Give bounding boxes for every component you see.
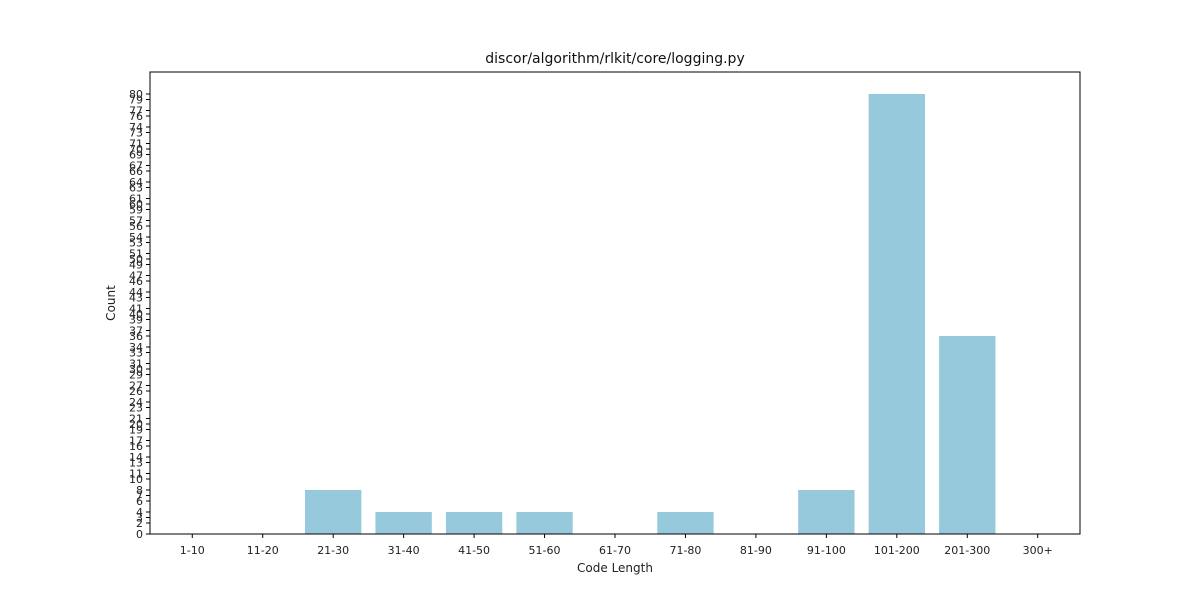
y-tick-label: 20 <box>129 418 143 431</box>
y-tick-label: 63 <box>129 182 143 195</box>
y-tick-label: 0 <box>136 528 143 541</box>
y-tick-label: 16 <box>129 440 143 453</box>
y-tick-label: 56 <box>129 220 143 233</box>
y-tick-label: 71 <box>129 138 143 151</box>
y-axis-ticks: 0234678101113141617192021232426272930313… <box>129 88 150 541</box>
x-tick-label: 1-10 <box>180 544 205 557</box>
y-tick-label: 8 <box>136 484 143 497</box>
y-tick-label: 34 <box>129 341 143 354</box>
y-tick-label: 43 <box>129 292 143 305</box>
y-tick-label: 7 <box>136 490 143 503</box>
y-tick-label: 46 <box>129 275 143 288</box>
y-tick-label: 2 <box>136 517 143 530</box>
y-tick-label: 69 <box>129 149 143 162</box>
y-tick-label: 51 <box>129 248 143 261</box>
y-tick-label: 44 <box>129 286 143 299</box>
y-tick-label: 53 <box>129 237 143 250</box>
bar-51-60 <box>516 512 573 534</box>
x-tick-label: 81-90 <box>740 544 772 557</box>
y-tick-label: 79 <box>129 94 143 107</box>
y-tick-label: 23 <box>129 402 143 415</box>
y-tick-label: 3 <box>136 512 143 525</box>
y-tick-label: 70 <box>129 143 143 156</box>
y-tick-label: 10 <box>129 473 143 486</box>
y-tick-label: 54 <box>129 231 143 244</box>
y-tick-label: 29 <box>129 369 143 382</box>
y-tick-label: 21 <box>129 413 143 426</box>
x-tick-label: 31-40 <box>388 544 420 557</box>
bar-91-100 <box>798 490 855 534</box>
y-tick-label: 36 <box>129 330 143 343</box>
x-axis-ticks: 1-10 11-20 21-30 31-40 41-50 51-60 61-70 71-80 8… <box>180 534 1053 557</box>
y-tick-label: 74 <box>129 121 143 134</box>
y-tick-label: 60 <box>129 198 143 211</box>
x-axis-title: Code Length <box>577 561 653 575</box>
y-tick-label: 67 <box>129 160 143 173</box>
x-tick-label: 300+ <box>1023 544 1053 557</box>
y-tick-label: 39 <box>129 314 143 327</box>
y-axis-title: Count <box>104 285 118 321</box>
y-tick-label: 27 <box>129 380 143 393</box>
x-tick-label: 61-70 <box>599 544 631 557</box>
y-tick-label: 61 <box>129 193 143 206</box>
y-tick-label: 59 <box>129 204 143 217</box>
bar-41-50 <box>445 512 503 534</box>
x-tick-label: 21-30 <box>317 544 349 557</box>
y-tick-label: 13 <box>129 457 143 470</box>
y-tick-label: 24 <box>129 396 143 409</box>
y-tick-label: 37 <box>129 325 143 338</box>
x-tick-label: 91-100 <box>807 544 846 557</box>
y-tick-label: 14 <box>129 451 143 464</box>
bar-101-200 <box>868 94 925 534</box>
y-tick-label: 49 <box>129 259 143 272</box>
y-tick-label: 41 <box>129 303 143 316</box>
y-tick-label: 57 <box>129 215 143 228</box>
y-tick-label: 47 <box>129 270 143 283</box>
y-tick-label: 76 <box>129 110 143 123</box>
y-tick-label: 31 <box>129 358 143 371</box>
bar-31-40 <box>375 512 432 534</box>
x-tick-label: 51-60 <box>529 544 561 557</box>
x-tick-label: 41-50 <box>458 544 490 557</box>
x-tick-label: 101-200 <box>874 544 920 557</box>
bar-71-80 <box>657 512 714 534</box>
bar-201-300 <box>939 336 996 534</box>
y-tick-label: 64 <box>129 176 143 189</box>
y-tick-label: 30 <box>129 363 143 376</box>
y-tick-label: 80 <box>129 88 143 101</box>
y-tick-label: 11 <box>129 468 143 481</box>
y-tick-label: 19 <box>129 424 143 437</box>
y-tick-label: 6 <box>136 495 143 508</box>
y-tick-label: 50 <box>129 253 143 266</box>
bars-group <box>305 94 996 534</box>
x-tick-label: 201-300 <box>944 544 990 557</box>
y-tick-label: 33 <box>129 347 143 360</box>
x-tick-label: 71-80 <box>669 544 701 557</box>
y-tick-label: 17 <box>129 435 143 448</box>
y-tick-label: 4 <box>136 506 143 519</box>
y-tick-label: 73 <box>129 127 143 140</box>
chart-title: discor/algorithm/rlkit/core/logging.py <box>485 51 744 67</box>
y-tick-label: 40 <box>129 308 143 321</box>
x-tick-label: 11-20 <box>247 544 279 557</box>
y-tick-label: 66 <box>129 165 143 178</box>
y-tick-label: 26 <box>129 385 143 398</box>
y-tick-label: 77 <box>129 105 143 118</box>
plot-frame <box>149 71 1081 535</box>
bar-21-30 <box>305 490 362 534</box>
